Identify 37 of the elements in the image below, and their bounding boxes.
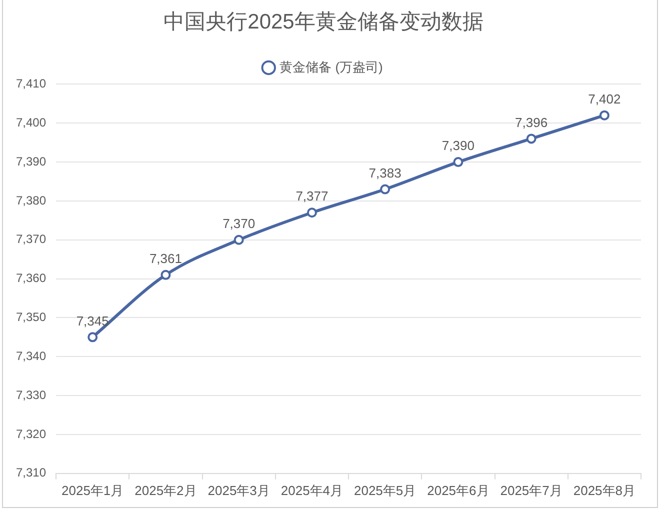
y-tick-label: 7,350 xyxy=(16,310,46,324)
y-tick-label: 7,400 xyxy=(16,115,46,130)
y-tick-label: 7,320 xyxy=(16,426,46,441)
data-label: 7,402 xyxy=(588,91,621,106)
data-label: 7,345 xyxy=(76,313,109,328)
y-tick-label: 7,410 xyxy=(16,76,46,91)
data-label: 7,377 xyxy=(296,188,328,204)
x-tick-label: 2025年3月 xyxy=(208,482,270,498)
y-tick-label: 7,360 xyxy=(16,271,46,286)
data-label: 7,383 xyxy=(368,165,402,180)
point xyxy=(526,134,536,144)
y-tick-label: 7,330 xyxy=(16,388,46,402)
y-tick-label: 7,380 xyxy=(16,193,46,208)
data-label: 7,361 xyxy=(149,250,182,266)
point xyxy=(160,270,171,280)
y-tick-label: 7,390 xyxy=(16,154,46,168)
point xyxy=(88,332,98,342)
x-tick-label: 2025年5月 xyxy=(354,482,416,498)
x-tick-label: 2025年1月 xyxy=(62,482,124,498)
y-tick-label: 7,370 xyxy=(16,232,46,246)
x-tick-label: 2025年8月 xyxy=(573,482,636,498)
x-tick-label: 2025年6月 xyxy=(427,482,490,498)
point xyxy=(380,184,390,194)
x-tick-label: 2025年4月 xyxy=(280,482,344,498)
legend-label: 黄金储备 (万盎司) xyxy=(280,59,383,74)
point xyxy=(234,234,244,245)
y-tick-label: 7,310 xyxy=(16,466,46,480)
x-tick-label: 2025年2月 xyxy=(134,482,197,498)
chart-title: 中国央行2025年黄金储备变动数据 xyxy=(164,10,484,34)
point xyxy=(453,157,464,168)
point xyxy=(599,110,610,120)
data-label: 7,370 xyxy=(222,216,256,231)
data-label: 7,396 xyxy=(515,114,548,130)
point xyxy=(306,208,317,218)
data-label: 7,390 xyxy=(442,138,474,154)
y-tick-label: 7,340 xyxy=(16,348,46,363)
x-tick-label: 2025年7月 xyxy=(500,482,562,498)
